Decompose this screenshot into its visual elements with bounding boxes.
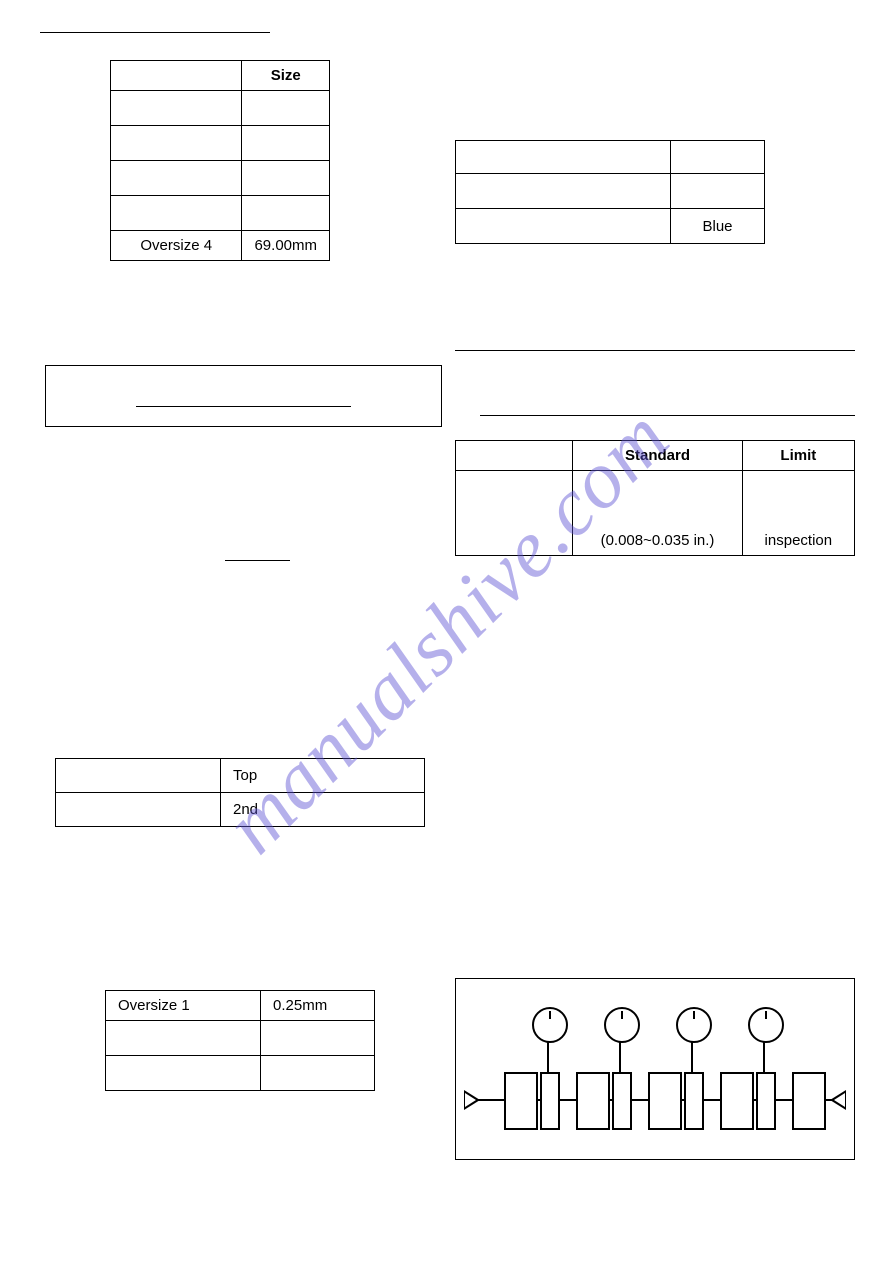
collar: [756, 1072, 776, 1130]
table-row: Oversize 4 69.00mm: [111, 231, 330, 261]
table-row: [456, 174, 765, 209]
table-row: [106, 1021, 375, 1056]
cell: Top: [221, 759, 425, 793]
collar: [612, 1072, 632, 1130]
divider: [480, 415, 855, 416]
dial-gauge-icon: [604, 1007, 640, 1043]
table-row: [111, 91, 330, 126]
piston-size-header-size: Size: [242, 61, 330, 91]
cell: [456, 209, 671, 244]
oversize-amount-table: Oversize 1 0.25mm: [105, 990, 375, 1091]
cell: [671, 174, 765, 209]
page: manualshive.com Size: [0, 0, 893, 1262]
cell-size: [242, 196, 330, 231]
dial-gauge-icon: [748, 1007, 784, 1043]
journal: [576, 1072, 610, 1130]
divider: [40, 32, 270, 33]
table-row: Top: [56, 759, 425, 793]
table-row: [106, 1056, 375, 1091]
cell-size: [242, 126, 330, 161]
table-row: Oversize 1 0.25mm: [106, 991, 375, 1021]
cell-label: [111, 161, 242, 196]
cell-label: [111, 91, 242, 126]
cell: Blue: [671, 209, 765, 244]
cell: [456, 471, 573, 556]
cell-label: [111, 196, 242, 231]
table-row: 2nd: [56, 793, 425, 827]
gauge-stem: [619, 1039, 621, 1072]
cell-label: [106, 1056, 261, 1091]
divider: [225, 560, 290, 561]
table-row: (0.008~0.035 in.) inspection: [456, 471, 855, 556]
cell-header: [456, 441, 573, 471]
cell-label: Oversize 4: [111, 231, 242, 261]
cell-size: [242, 161, 330, 196]
crankshaft-figure: [455, 978, 855, 1160]
table-row: Blue: [456, 209, 765, 244]
cell-size: [242, 91, 330, 126]
journal: [792, 1072, 826, 1130]
cell-standard-value: (0.008~0.035 in.): [573, 471, 742, 556]
cell-amount: 0.25mm: [261, 991, 375, 1021]
cell: [56, 759, 221, 793]
cell-label: [111, 126, 242, 161]
section-divider: [455, 350, 855, 351]
color-code-table: Blue: [455, 140, 765, 244]
cell-header-standard: Standard: [573, 441, 742, 471]
cell-label: [106, 1021, 261, 1056]
table-row: [111, 196, 330, 231]
gauge-stem: [547, 1039, 549, 1072]
piston-size-header-blank: [111, 61, 242, 91]
cell-amount: [261, 1021, 375, 1056]
cell-header: [671, 141, 765, 174]
cell-label: Oversize 1: [106, 991, 261, 1021]
journal: [720, 1072, 754, 1130]
journal: [648, 1072, 682, 1130]
gauge-stem: [691, 1039, 693, 1072]
dial-gauge-icon: [532, 1007, 568, 1043]
cell: [56, 793, 221, 827]
cell-header: [456, 141, 671, 174]
standard-limit-table: Standard Limit (0.008~0.035 in.) inspect…: [455, 440, 855, 556]
cell-header-limit: Limit: [742, 441, 854, 471]
cell-amount: [261, 1056, 375, 1091]
divider: [136, 406, 351, 407]
table-row: [111, 161, 330, 196]
ring-table: Top 2nd: [55, 758, 425, 827]
boxed-section: [45, 365, 442, 427]
cell-size: 69.00mm: [242, 231, 330, 261]
collar: [684, 1072, 704, 1130]
cell: 2nd: [221, 793, 425, 827]
cell: [456, 174, 671, 209]
dial-gauge-icon: [676, 1007, 712, 1043]
gauge-stem: [763, 1039, 765, 1072]
piston-size-table: Size Oversize 4 69.00mm: [110, 60, 330, 261]
collar: [540, 1072, 560, 1130]
cell-limit-value: inspection: [742, 471, 854, 556]
journal: [504, 1072, 538, 1130]
table-row: [111, 126, 330, 161]
